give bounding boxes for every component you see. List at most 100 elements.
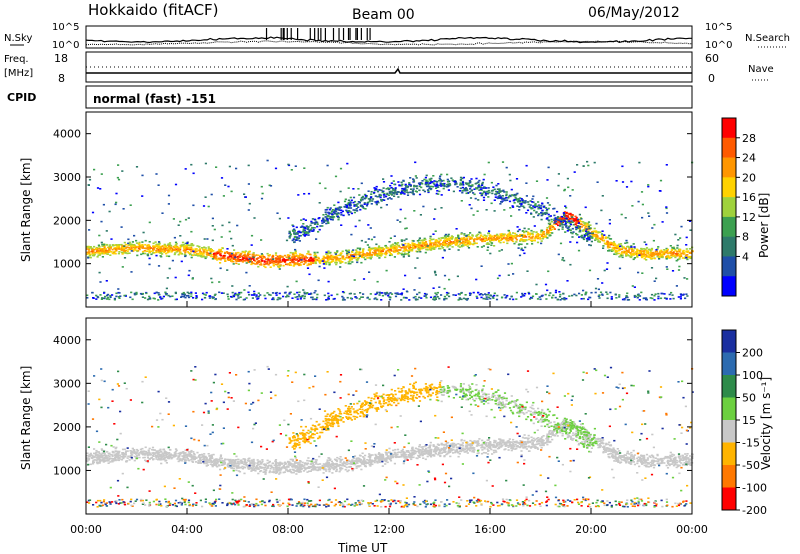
range-cell xyxy=(398,184,401,187)
range-cell xyxy=(148,245,151,248)
range-cell xyxy=(650,293,654,296)
range-cell xyxy=(621,298,625,301)
range-cell xyxy=(268,471,271,474)
range-cell xyxy=(364,241,367,243)
range-cell xyxy=(274,167,278,170)
range-cell xyxy=(304,262,307,264)
range-cell xyxy=(584,222,587,224)
range-cell xyxy=(229,252,232,254)
range-cell xyxy=(369,247,372,250)
range-cell xyxy=(270,258,273,260)
range-cell xyxy=(420,186,423,189)
range-cell xyxy=(528,292,531,295)
range-cell xyxy=(356,261,359,264)
range-cell xyxy=(375,203,378,206)
range-cell xyxy=(493,199,496,201)
range-cell xyxy=(601,282,604,284)
range-cell xyxy=(362,278,366,280)
range-cell xyxy=(490,202,493,205)
range-cell xyxy=(540,295,544,297)
range-cell xyxy=(326,220,329,222)
range-cell xyxy=(472,192,475,194)
range-cell xyxy=(224,184,227,186)
range-cell xyxy=(634,251,637,253)
range-cell xyxy=(125,243,128,246)
range-cell xyxy=(204,162,207,165)
range-cell xyxy=(376,190,380,193)
range-cell xyxy=(240,252,243,255)
range-cell xyxy=(347,213,350,216)
range-cell xyxy=(380,250,383,252)
range-cell xyxy=(426,189,430,191)
range-cell xyxy=(381,294,384,297)
range-cell xyxy=(296,239,299,241)
range-cell xyxy=(433,218,436,220)
range-cell xyxy=(230,258,233,260)
range-cell xyxy=(467,182,470,184)
range-cell xyxy=(594,287,598,290)
range-cell xyxy=(174,246,177,248)
range-cell xyxy=(172,218,175,220)
range-cell xyxy=(511,448,515,450)
range-cell xyxy=(168,242,172,244)
range-cell xyxy=(490,242,494,244)
range-cell xyxy=(314,260,317,262)
range-cell xyxy=(433,248,436,250)
range-cell xyxy=(187,296,191,299)
range-cell xyxy=(191,254,194,257)
range-cell xyxy=(134,246,138,249)
range-cell xyxy=(454,183,457,186)
range-cell xyxy=(476,210,479,212)
range-cell xyxy=(311,218,314,220)
range-cell xyxy=(637,271,640,274)
range-cell xyxy=(643,241,646,243)
range-cell xyxy=(633,286,636,288)
range-cell xyxy=(210,461,213,464)
range-cell xyxy=(471,184,474,186)
range-cell xyxy=(364,254,367,256)
range-cell xyxy=(550,218,553,221)
range-cell xyxy=(505,197,508,199)
range-cell xyxy=(574,222,577,224)
range-cell xyxy=(410,246,413,249)
range-cell xyxy=(282,258,285,260)
range-cell xyxy=(404,187,407,190)
range-cell xyxy=(113,244,116,247)
range-cell xyxy=(653,252,656,254)
range-cell xyxy=(591,232,594,235)
range-cell xyxy=(328,252,331,255)
range-cell xyxy=(576,164,579,166)
range-cell xyxy=(394,245,397,248)
range-cell xyxy=(86,297,89,299)
range-cell xyxy=(657,295,660,298)
range-cell xyxy=(117,252,120,255)
range-cell xyxy=(213,294,216,296)
range-cell xyxy=(175,243,178,245)
range-cell xyxy=(601,230,604,232)
range-cell xyxy=(117,247,121,250)
range-cell xyxy=(413,289,416,291)
range-cell xyxy=(424,244,427,246)
range-cell xyxy=(97,244,100,247)
range-cell xyxy=(502,241,505,244)
range-cell xyxy=(382,181,386,183)
range-cell xyxy=(596,278,600,280)
range-cell xyxy=(291,297,294,299)
range-cell xyxy=(686,258,689,261)
range-cell xyxy=(269,294,272,296)
range-cell xyxy=(500,239,503,241)
range-cell xyxy=(537,201,540,203)
range-cell xyxy=(688,220,692,222)
range-cell xyxy=(226,293,229,296)
range-cell xyxy=(118,297,121,299)
range-cell xyxy=(529,207,532,209)
range-cell xyxy=(248,250,251,253)
range-cell xyxy=(390,244,393,246)
range-cell xyxy=(355,256,358,259)
range-cell xyxy=(383,292,386,294)
range-cell xyxy=(487,161,490,164)
range-cell xyxy=(631,285,634,287)
range-cell xyxy=(168,255,171,258)
range-cell xyxy=(340,212,343,214)
range-cell xyxy=(520,247,523,250)
